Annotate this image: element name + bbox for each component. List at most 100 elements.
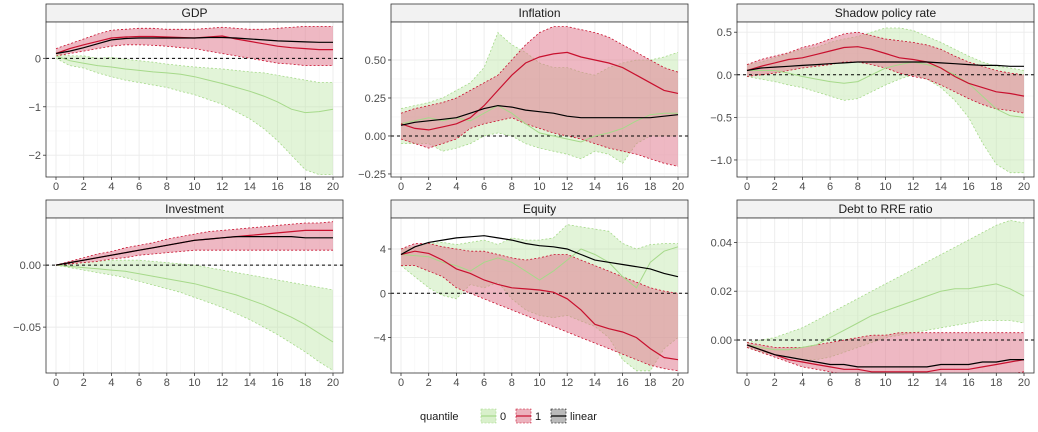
x-tick-label: 16	[616, 377, 628, 389]
x-tick-label: 20	[672, 377, 684, 389]
legend-key-1	[515, 408, 532, 424]
series-line-quantile-0	[55, 264, 334, 343]
y-tick-label: 0.25	[365, 93, 386, 105]
x-tick-label: 8	[855, 377, 861, 389]
series-line-quantile-0	[400, 105, 678, 143]
x-tick-label: 16	[616, 181, 628, 193]
x-tick-label: 14	[589, 181, 601, 193]
x-tick-label: 18	[644, 181, 656, 193]
legend-title: quantile	[420, 411, 459, 423]
ribbon-quantile-0	[56, 53, 333, 175]
ribbon-upper-quantile-1	[400, 243, 679, 294]
plot-area	[737, 27, 1034, 174]
x-tick-label: 0	[744, 377, 750, 389]
x-tick-label: 4	[108, 181, 114, 193]
ribbon-lower-quantile-1	[401, 265, 679, 372]
x-tick-label: 16	[962, 377, 974, 389]
ribbon-quantile-1	[56, 221, 333, 266]
x-tick-label: 8	[164, 181, 170, 193]
series-line-quantile-1	[400, 51, 679, 131]
ribbon-lower-quantile-0	[55, 264, 334, 371]
y-tick-label: −4	[373, 333, 386, 345]
series-line-quantile-1	[400, 250, 679, 361]
series-line-linear	[746, 344, 1024, 368]
ribbon-lower-quantile-1	[400, 117, 679, 167]
facet-title: Inflation	[518, 6, 560, 20]
x-tick-label: 6	[827, 377, 833, 389]
x-tick-label: 10	[188, 377, 200, 389]
y-tick-label: 0.0	[717, 70, 732, 82]
series-line-quantile-1	[746, 46, 1025, 97]
legend-label: 0	[500, 411, 506, 423]
panel-4: Investment 0 2 4 6 8 10 12 14 16 18 20 −0.05 0.00	[13, 199, 344, 389]
facet-title: Shadow policy rate	[835, 6, 937, 20]
x-tick-label: 18	[990, 377, 1002, 389]
x-tick-label: 2	[426, 377, 432, 389]
legend-label: 1	[535, 411, 541, 423]
x-tick-label: 4	[453, 377, 459, 389]
ribbon-quantile-0	[747, 220, 1024, 360]
y-tick-label: 0	[380, 288, 386, 300]
x-tick-label: 12	[907, 181, 919, 193]
legend-label: linear	[570, 411, 597, 423]
x-tick-label: 12	[216, 181, 228, 193]
ribbon-quantile-1	[401, 26, 678, 167]
x-tick-label: 4	[108, 377, 114, 389]
x-tick-label: 14	[589, 377, 601, 389]
plot-area	[391, 224, 688, 372]
x-tick-label: 20	[327, 377, 339, 389]
x-tick-label: 2	[426, 181, 432, 193]
ribbon-lower-quantile-0	[746, 320, 1025, 361]
x-tick-label: 14	[935, 181, 947, 193]
y-tick-label: −0.5	[710, 112, 732, 124]
y-tick-label: 0.00	[711, 335, 732, 347]
y-tick-label: 0.5	[717, 27, 732, 39]
series-line-quantile-0	[747, 61, 1025, 118]
series-line-quantile-0	[55, 55, 334, 114]
series-line-linear	[746, 61, 1024, 72]
x-tick-label: 6	[827, 181, 833, 193]
x-tick-label: 10	[533, 181, 545, 193]
x-tick-label: 16	[962, 181, 974, 193]
ribbon-quantile-1	[747, 332, 1024, 373]
facet-title: GDP	[181, 6, 207, 20]
ribbon-lower-quantile-0	[55, 57, 333, 176]
y-tick-label: 0.02	[711, 286, 732, 298]
ribbon-lower-quantile-0	[746, 74, 1024, 174]
x-tick-label: 20	[672, 181, 684, 193]
x-tick-label: 20	[1018, 377, 1030, 389]
y-tick-label: −2	[28, 150, 41, 162]
x-tick-label: 16	[271, 181, 283, 193]
x-tick-label: 10	[188, 181, 200, 193]
x-tick-label: 2	[81, 377, 87, 389]
facet-title: Equity	[523, 202, 556, 216]
y-tick-label: 0.00	[365, 131, 386, 143]
x-tick-label: 2	[772, 181, 778, 193]
x-tick-label: 6	[481, 181, 487, 193]
x-tick-label: 14	[935, 377, 947, 389]
x-tick-label: 8	[164, 377, 170, 389]
ribbon-upper-quantile-1	[55, 25, 333, 49]
plot-area	[46, 221, 343, 371]
ribbon-upper-quantile-0	[55, 53, 333, 83]
ribbon-lower-quantile-1	[746, 347, 1025, 373]
y-tick-label: 0	[35, 53, 41, 65]
ribbon-quantile-1	[401, 243, 678, 371]
legend: quantile 0 1 linear	[420, 408, 597, 424]
plot-area	[737, 219, 1034, 373]
series-line-linear	[55, 36, 333, 55]
ribbon-upper-quantile-1	[746, 332, 1024, 348]
x-tick-label: 8	[509, 181, 515, 193]
x-tick-label: 14	[244, 377, 256, 389]
facet-title: Debt to RRE ratio	[838, 202, 932, 216]
series-line-linear	[55, 236, 333, 266]
ribbon-lower-quantile-1	[55, 44, 333, 66]
x-tick-label: 0	[744, 181, 750, 193]
y-tick-label: 0.04	[711, 237, 732, 249]
series-line-quantile-1	[746, 344, 1025, 373]
panel-1: GDP 0 2 4 6 8 10 12 14 16 18 20 −2 −1 0	[28, 3, 344, 193]
y-tick-label: 0.00	[20, 260, 41, 272]
x-tick-label: 8	[509, 377, 515, 389]
x-tick-label: 12	[561, 377, 573, 389]
